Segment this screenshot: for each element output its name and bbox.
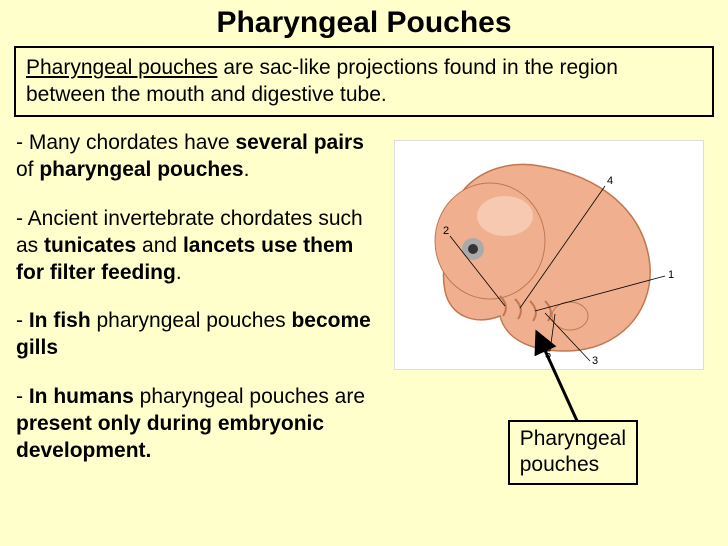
bullet-item: - In humans pharyngeal pouches are prese… xyxy=(16,384,376,465)
embryo-illustration: 2 4 1 3 5 xyxy=(394,140,704,370)
bullet-text: - xyxy=(16,309,29,332)
bullet-text: pharyngeal pouches are xyxy=(134,385,365,408)
pointer-label: 2 xyxy=(443,225,449,237)
bullet-text: . xyxy=(244,158,250,181)
pointer-label: 3 xyxy=(592,355,598,367)
bullet-bold: pharyngeal pouches xyxy=(39,158,243,181)
embryo-svg xyxy=(395,141,705,371)
bullet-bold: present only during embryonic developmen… xyxy=(16,412,324,462)
callout-label: Pharyngealpouches xyxy=(520,427,626,476)
bullet-bold: several pairs xyxy=(235,131,363,154)
bullet-item: - Many chordates have several pairs of p… xyxy=(16,130,376,184)
bullet-bold: In fish xyxy=(29,309,91,332)
bullet-text: . xyxy=(176,261,182,284)
pointer-label: 5 xyxy=(545,349,551,361)
pointer-label: 4 xyxy=(607,175,613,187)
bullet-item: - Ancient invertebrate chordates such as… xyxy=(16,206,376,287)
bullet-item: - In fish pharyngeal pouches become gill… xyxy=(16,308,376,362)
page-title: Pharyngeal Pouches xyxy=(0,0,728,40)
embryo-eye-inner xyxy=(468,244,478,254)
bullet-text: - xyxy=(16,385,29,408)
highlight xyxy=(477,196,533,236)
bullet-bold: In humans xyxy=(29,385,134,408)
pointer-label: 1 xyxy=(668,269,674,281)
bullet-text: - Many chordates have xyxy=(16,131,235,154)
bullet-list: - Many chordates have several pairs of p… xyxy=(16,130,376,487)
definition-term: Pharyngeal pouches xyxy=(26,56,217,79)
definition-box: Pharyngeal pouches are sac-like projecti… xyxy=(14,46,714,117)
bullet-text: of xyxy=(16,158,39,181)
callout-label-box: Pharyngealpouches xyxy=(508,420,638,485)
bullet-bold: tunicates xyxy=(44,234,136,257)
bullet-text: and xyxy=(136,234,183,257)
bullet-text: pharyngeal pouches xyxy=(91,309,292,332)
